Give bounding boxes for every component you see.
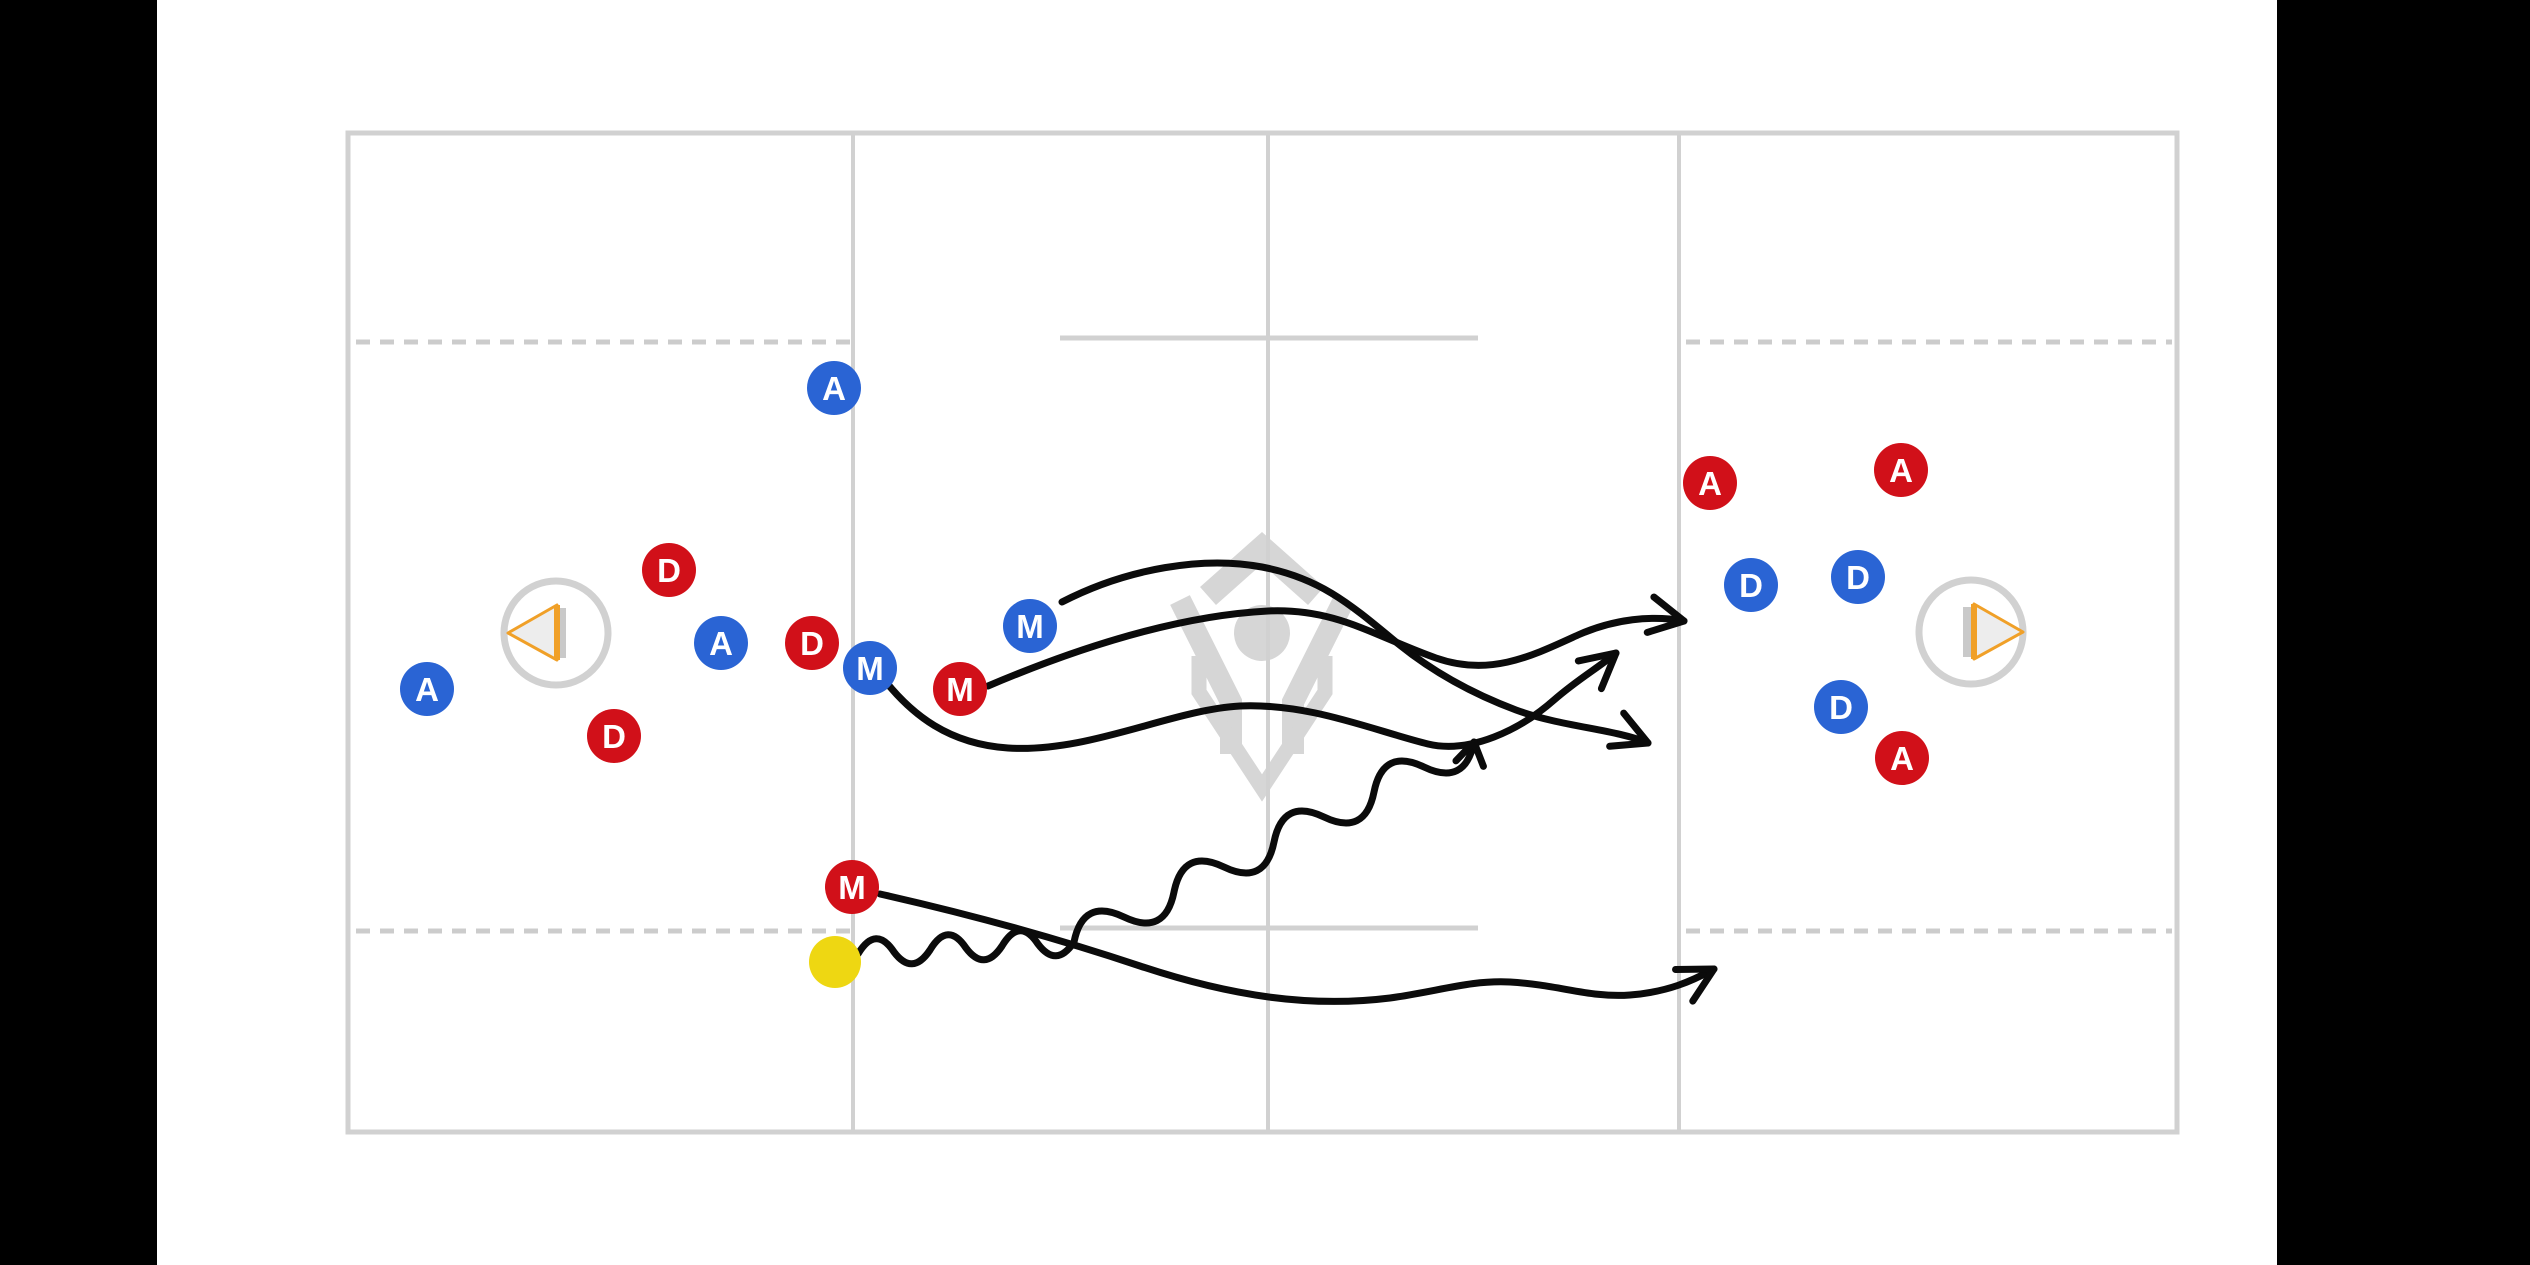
player-marker[interactable]: D: [642, 543, 696, 597]
routes: [854, 559, 1718, 1005]
logo-shield: [1191, 656, 1333, 802]
player-marker[interactable]: A: [1683, 456, 1737, 510]
player-marker[interactable]: M: [933, 662, 987, 716]
route-ball-carrier-squiggle[interactable]: [854, 738, 1487, 968]
goal-post-bar: [558, 608, 566, 658]
player-marker[interactable]: A: [694, 616, 748, 670]
player-marker[interactable]: A: [807, 361, 861, 415]
player-label: D: [1739, 566, 1763, 604]
route-red-midfielder-low[interactable]: [876, 890, 1718, 1005]
player-label: D: [1829, 688, 1853, 726]
player-label: A: [1889, 451, 1913, 489]
player-marker[interactable]: M: [843, 641, 897, 695]
goal-right[interactable]: [1915, 576, 2027, 688]
player-marker[interactable]: D: [1724, 558, 1778, 612]
route-blue-midfielder-under[interactable]: [882, 649, 1620, 752]
player-label: D: [1846, 558, 1870, 596]
player-label: M: [946, 670, 974, 708]
goal-crease-circle: [500, 577, 612, 689]
player-marker[interactable]: A: [400, 662, 454, 716]
player-marker[interactable]: A: [1874, 443, 1928, 497]
player-marker[interactable]: D: [587, 709, 641, 763]
ball-marker[interactable]: [809, 936, 861, 988]
player-label: M: [1016, 607, 1044, 645]
player-marker[interactable]: M: [825, 860, 879, 914]
player-label: A: [1698, 464, 1722, 502]
goal-left[interactable]: [500, 577, 612, 689]
player-label: A: [415, 670, 439, 708]
player-marker[interactable]: A: [1875, 731, 1929, 785]
player-label: A: [1890, 739, 1914, 777]
player-marker[interactable]: D: [785, 616, 839, 670]
logo-head: [1234, 605, 1290, 661]
player-label: M: [838, 868, 866, 906]
player-label: D: [657, 551, 681, 589]
player-marker[interactable]: M: [1003, 599, 1057, 653]
route-red-midfielder-cross[interactable]: [984, 593, 1688, 690]
player-label: D: [602, 717, 626, 755]
player-marker[interactable]: D: [1831, 550, 1885, 604]
letterbox-left: [0, 0, 157, 1265]
player-label: A: [709, 624, 733, 662]
goal-post-bar: [1963, 607, 1971, 657]
player-marker[interactable]: D: [1814, 680, 1868, 734]
player-label: D: [800, 624, 824, 662]
player-label: M: [856, 649, 884, 687]
letterbox-right: [2277, 0, 2530, 1265]
player-label: A: [822, 369, 846, 407]
route-blue-midfielder-over-top[interactable]: [1058, 559, 1652, 750]
